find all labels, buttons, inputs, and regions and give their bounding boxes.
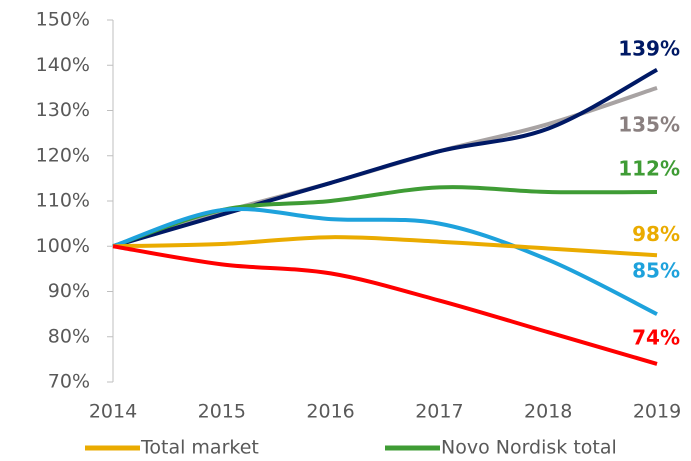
y-tick-label: 100% <box>36 235 90 257</box>
x-tick-label: 2017 <box>415 401 463 423</box>
line-series <box>112 235 658 258</box>
x-tick-label: 2016 <box>306 401 354 423</box>
line-series <box>112 207 658 316</box>
y-tick-label: 70% <box>48 371 90 393</box>
y-tick-label: 80% <box>48 325 90 347</box>
y-tick-label: 120% <box>36 144 90 166</box>
y-tick-label: 140% <box>36 54 90 76</box>
y-tick-label: 130% <box>36 99 90 121</box>
x-tick-label: 2019 <box>633 401 681 423</box>
data-label: 74% <box>632 325 680 349</box>
legend-label: Novo Nordisk total <box>441 437 617 459</box>
data-label: 112% <box>618 156 680 180</box>
data-label: 85% <box>632 259 680 283</box>
legend-label: Total market <box>140 437 259 459</box>
data-label: 139% <box>618 36 680 60</box>
y-tick-label: 150% <box>36 9 90 31</box>
y-tick-label: 110% <box>36 190 90 212</box>
x-tick-label: 2018 <box>524 401 572 423</box>
y-tick-label: 90% <box>48 280 90 302</box>
x-tick-label: 2014 <box>89 401 137 423</box>
data-label: 98% <box>632 222 680 246</box>
data-label: 135% <box>618 112 680 136</box>
line-series <box>112 244 658 366</box>
x-tick-label: 2015 <box>198 401 246 423</box>
line-series <box>112 68 658 249</box>
